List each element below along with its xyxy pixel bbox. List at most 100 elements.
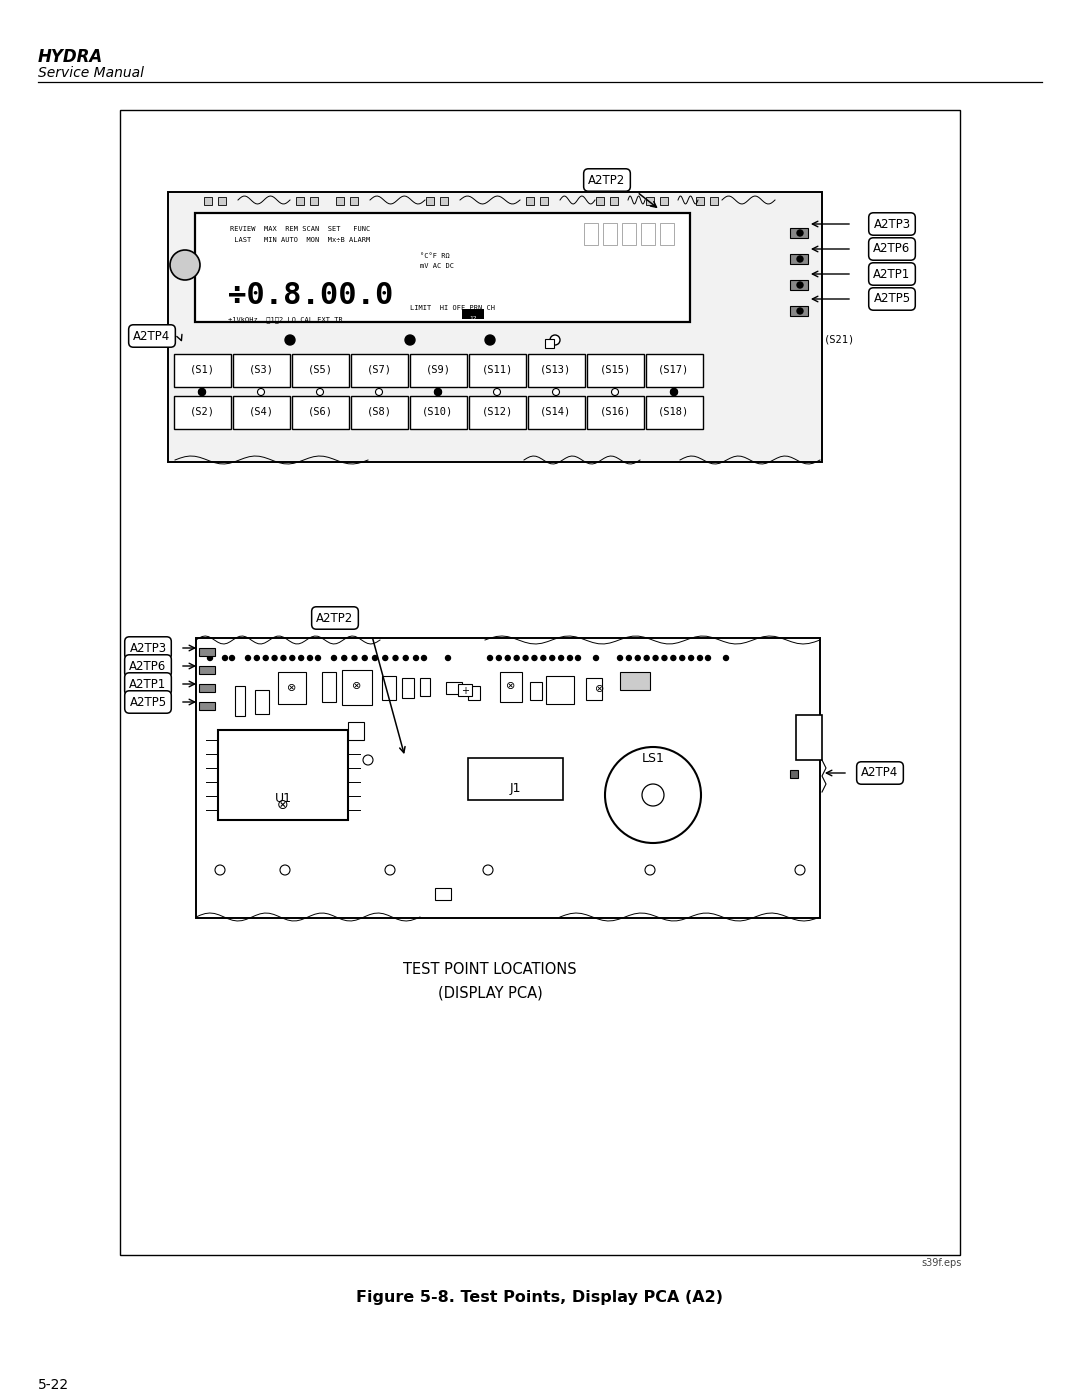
Circle shape (255, 655, 259, 661)
Circle shape (576, 655, 581, 661)
Circle shape (698, 655, 702, 661)
Circle shape (505, 655, 510, 661)
Circle shape (485, 335, 495, 345)
Text: LS1: LS1 (642, 752, 664, 766)
Text: (S14): (S14) (540, 407, 571, 416)
Text: U1: U1 (274, 792, 292, 805)
Text: (S17): (S17) (659, 365, 690, 374)
FancyBboxPatch shape (462, 309, 484, 319)
FancyBboxPatch shape (296, 197, 303, 205)
Circle shape (662, 655, 667, 661)
FancyBboxPatch shape (174, 395, 230, 429)
Text: A2TP3: A2TP3 (874, 218, 910, 231)
Text: A2TP4: A2TP4 (133, 330, 171, 342)
FancyBboxPatch shape (232, 395, 289, 429)
Circle shape (434, 388, 442, 395)
FancyBboxPatch shape (322, 672, 336, 703)
Circle shape (414, 655, 419, 661)
Text: A2TP5: A2TP5 (130, 696, 166, 708)
Circle shape (222, 655, 228, 661)
FancyBboxPatch shape (789, 254, 808, 264)
Circle shape (170, 250, 200, 279)
FancyBboxPatch shape (596, 197, 604, 205)
Text: A2TP2: A2TP2 (316, 612, 353, 624)
Circle shape (653, 655, 658, 661)
Circle shape (497, 655, 501, 661)
Circle shape (797, 282, 804, 288)
Text: (S8): (S8) (366, 407, 391, 416)
Circle shape (642, 784, 664, 806)
Circle shape (316, 388, 324, 395)
Circle shape (332, 655, 337, 661)
Text: (S4): (S4) (248, 407, 273, 416)
FancyBboxPatch shape (586, 353, 644, 387)
Circle shape (605, 747, 701, 842)
FancyBboxPatch shape (446, 682, 462, 694)
Text: (S15): (S15) (599, 365, 631, 374)
FancyBboxPatch shape (468, 686, 480, 700)
Text: J1: J1 (510, 782, 521, 795)
FancyBboxPatch shape (235, 686, 245, 717)
Text: A2TP5: A2TP5 (874, 292, 910, 306)
Circle shape (285, 335, 295, 345)
FancyBboxPatch shape (409, 353, 467, 387)
Circle shape (644, 655, 649, 661)
Circle shape (705, 655, 711, 661)
FancyBboxPatch shape (642, 224, 654, 244)
FancyBboxPatch shape (789, 279, 808, 291)
Text: ⊗: ⊗ (595, 685, 605, 694)
FancyBboxPatch shape (469, 395, 526, 429)
Circle shape (376, 388, 382, 395)
FancyBboxPatch shape (660, 197, 669, 205)
FancyBboxPatch shape (789, 770, 798, 778)
Circle shape (541, 655, 545, 661)
Circle shape (315, 655, 321, 661)
FancyBboxPatch shape (500, 672, 522, 703)
Circle shape (199, 388, 205, 395)
FancyBboxPatch shape (789, 228, 808, 237)
FancyBboxPatch shape (199, 685, 215, 692)
Text: 12: 12 (469, 316, 476, 321)
Text: (S5): (S5) (308, 365, 333, 374)
Text: (S6): (S6) (308, 407, 333, 416)
Circle shape (403, 655, 408, 661)
Circle shape (229, 655, 234, 661)
FancyBboxPatch shape (350, 197, 357, 205)
FancyBboxPatch shape (526, 197, 534, 205)
Circle shape (487, 655, 492, 661)
Text: Figure 5-8. Test Points, Display PCA (A2): Figure 5-8. Test Points, Display PCA (A2… (356, 1289, 724, 1305)
Circle shape (264, 655, 268, 661)
Text: REVIEW  MAX  REM SCAN  SET   FUNC: REVIEW MAX REM SCAN SET FUNC (230, 226, 370, 232)
Circle shape (362, 655, 367, 661)
FancyBboxPatch shape (218, 731, 348, 820)
Circle shape (514, 655, 519, 661)
FancyBboxPatch shape (336, 197, 345, 205)
FancyBboxPatch shape (409, 395, 467, 429)
FancyBboxPatch shape (382, 676, 396, 700)
Text: A2TP6: A2TP6 (874, 243, 910, 256)
FancyBboxPatch shape (458, 685, 472, 696)
FancyBboxPatch shape (440, 197, 448, 205)
Circle shape (550, 335, 561, 345)
Text: ÷0.8.00.0: ÷0.8.00.0 (228, 281, 393, 310)
FancyBboxPatch shape (710, 197, 718, 205)
Text: (S11): (S11) (482, 365, 513, 374)
Circle shape (215, 865, 225, 875)
FancyBboxPatch shape (545, 339, 554, 348)
FancyBboxPatch shape (199, 666, 215, 673)
FancyBboxPatch shape (646, 353, 702, 387)
Circle shape (626, 655, 632, 661)
Text: ⊗: ⊗ (278, 798, 288, 812)
Text: A2TP4: A2TP4 (862, 767, 899, 780)
Text: (S13): (S13) (540, 365, 571, 374)
FancyBboxPatch shape (199, 703, 215, 710)
FancyBboxPatch shape (218, 197, 226, 205)
Text: (S2): (S2) (189, 407, 215, 416)
Circle shape (679, 655, 685, 661)
FancyBboxPatch shape (310, 197, 318, 205)
FancyBboxPatch shape (348, 722, 364, 740)
FancyBboxPatch shape (292, 353, 349, 387)
FancyBboxPatch shape (646, 197, 654, 205)
Text: A2TP6: A2TP6 (130, 659, 166, 672)
Text: (S9): (S9) (426, 365, 450, 374)
